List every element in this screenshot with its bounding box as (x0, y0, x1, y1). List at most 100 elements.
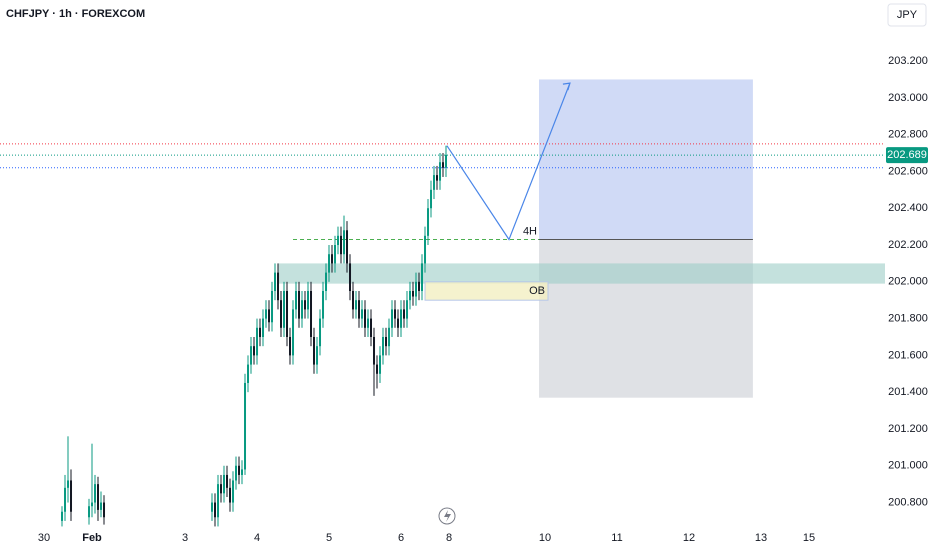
candle-body (67, 480, 70, 488)
candle-body (322, 290, 325, 319)
candle-body (358, 300, 361, 319)
currency[interactable]: JPY (897, 9, 918, 21)
candle-body (403, 309, 406, 319)
candle-body (319, 318, 322, 347)
candle-body (391, 309, 394, 328)
replay-icon-bolt (444, 510, 451, 522)
y-tick-label: 202.800 (888, 129, 928, 141)
candle-body (421, 263, 424, 291)
candle-body (346, 230, 349, 264)
candle-body (355, 300, 358, 310)
demand-zone (278, 263, 885, 284)
candle-body (445, 154, 448, 168)
candle-body (214, 502, 217, 518)
candle-body (379, 355, 382, 374)
y-tick-label: 200.800 (888, 496, 928, 508)
x-tick-label: 11 (611, 532, 622, 544)
candle-body (352, 290, 355, 310)
candle-body (256, 327, 259, 356)
candle-body (364, 309, 367, 328)
currency-box[interactable] (887, 3, 927, 27)
candle-body (382, 336, 385, 356)
projection-path (446, 82, 571, 241)
candle-body (226, 474, 229, 488)
candle-body (298, 290, 301, 319)
candle-body (436, 175, 439, 181)
candle-body (370, 318, 373, 337)
position-stop (539, 239, 753, 398)
candle-body (313, 336, 316, 365)
candle-body (310, 290, 313, 337)
candle-body (301, 300, 304, 319)
candle-body (97, 484, 100, 510)
y-tick-label: 202.600 (888, 165, 928, 177)
candle-body (442, 162, 445, 168)
candle-body (295, 290, 298, 310)
position-profit (539, 79, 753, 240)
x-tick-label: 4 (254, 532, 260, 544)
candle-body (415, 281, 418, 297)
x-tick-label: 10 (539, 532, 551, 544)
candle-body (253, 346, 256, 356)
candle-body (409, 290, 412, 301)
candle-body (427, 208, 430, 236)
candle-body (337, 235, 340, 246)
candle-body (274, 272, 277, 291)
candle-body (412, 290, 415, 297)
candle-body (394, 309, 397, 319)
x-tick-label: 15 (803, 532, 815, 544)
x-tick-label: Feb (82, 532, 102, 544)
level-4h-label: 4H (523, 225, 537, 237)
candle-body (232, 480, 235, 503)
candle-body (430, 189, 433, 209)
y-tick-label: 202.200 (888, 239, 928, 251)
candle-body (70, 480, 73, 512)
x-tick-label: 6 (398, 532, 404, 544)
candle-body (400, 309, 403, 328)
x-tick-label: 3 (182, 532, 188, 544)
candle-body (439, 162, 442, 181)
y-tick-label: 201.800 (888, 312, 928, 324)
candle-body (283, 290, 286, 328)
candle-body (250, 346, 253, 365)
candle-body (268, 309, 271, 323)
candle-body (238, 465, 241, 475)
candle-body (325, 272, 328, 291)
candle-body (280, 300, 283, 328)
candle-body (286, 290, 289, 337)
order-block (424, 281, 549, 301)
y-tick-label: 202.000 (888, 276, 928, 288)
candle-body (376, 364, 379, 374)
candle-body (217, 484, 220, 518)
last-price-label: 202.689 (887, 149, 927, 161)
candle-body (385, 336, 388, 347)
candle-body (259, 327, 262, 337)
candle-body (247, 364, 250, 383)
candle-body (64, 487, 67, 512)
candle-body (220, 484, 223, 494)
candle-body (91, 502, 94, 507)
candle-body (373, 336, 376, 365)
x-tick-label: 8 (446, 532, 452, 544)
candle-body (271, 290, 274, 323)
candle-body (94, 484, 97, 503)
candle-body (265, 309, 268, 319)
candle-body (229, 487, 232, 503)
y-tick-label: 203.000 (888, 92, 928, 104)
y-tick-label: 201.000 (888, 460, 928, 472)
candle-body (289, 336, 292, 356)
candle-body (244, 382, 247, 470)
candle-body (103, 502, 106, 518)
candle-body (361, 309, 364, 319)
candle-body (316, 346, 319, 365)
candle-body (277, 272, 280, 301)
last-price-tag (886, 147, 928, 164)
candle-body (433, 175, 436, 190)
x-tick-label: 30 (38, 532, 50, 544)
candle-body (235, 465, 238, 481)
candle-body (343, 230, 346, 255)
x-tick-label: 5 (326, 532, 332, 544)
x-tick-label: 13 (755, 532, 767, 544)
plot-area: OB 4H (0, 79, 885, 527)
